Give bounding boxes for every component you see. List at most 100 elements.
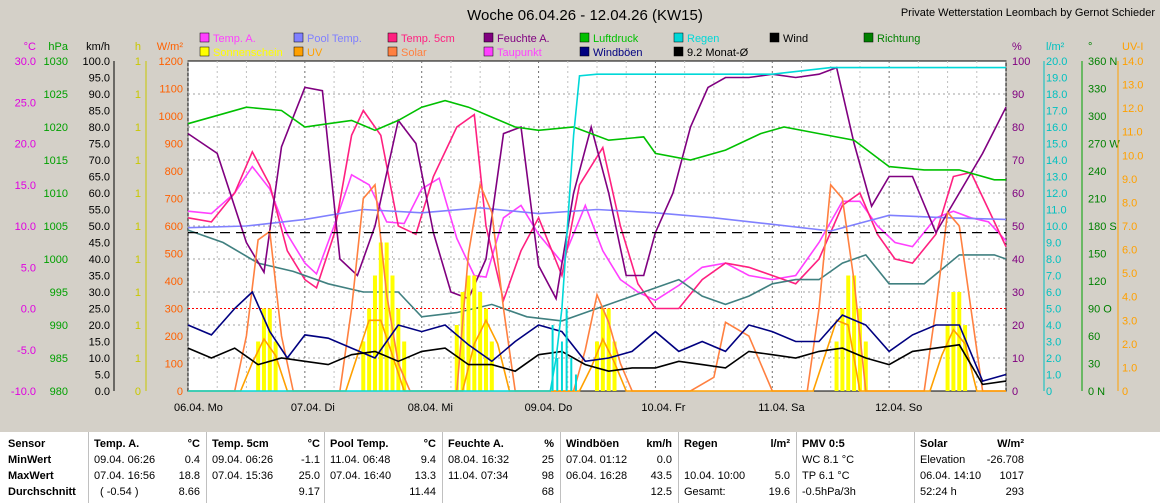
axis-tick-pct: 0	[1012, 386, 1018, 398]
stats-avg-value: 11.44	[409, 486, 436, 498]
stats-block-pmv: PMV 0:5 WC 8.1 °C TP 6.1 °C -0.5hPa/3h	[802, 432, 908, 503]
axis-tick-deg: 360 N	[1088, 56, 1117, 68]
bar-sonnenschein	[402, 341, 407, 391]
legend-swatch	[387, 46, 398, 57]
line-taupunkt	[187, 229, 1007, 322]
axis-tick-lm2: 17.0	[1046, 106, 1067, 118]
bar-sonnenschein	[863, 341, 868, 391]
axis-tick-wm2: 500	[165, 249, 183, 261]
bar-regen	[574, 374, 577, 391]
stats-min-value: -26.708	[986, 454, 1024, 466]
axis-tick-wm2: 400	[165, 276, 183, 288]
x-tick-label: 09.04. Do	[525, 402, 573, 414]
legend-label: Feuchte A.	[497, 33, 550, 45]
bar-sonnenschein	[846, 275, 851, 391]
legend-swatch	[293, 32, 304, 43]
legend-label: 9.2 Monat-Ø	[687, 47, 749, 59]
bar-sonnenschein	[396, 308, 401, 391]
axis-tick-deg: 300	[1088, 111, 1106, 123]
axis-tick-uvi: 2.0	[1122, 339, 1137, 351]
axis-tick-temp: 30.0	[15, 56, 36, 68]
stats-block-pool: Pool Temp. °C 11.04. 06:48 9.4 07.04. 16:40 1…	[330, 432, 436, 503]
legend-label: Regen	[687, 33, 719, 45]
stats-unit: °C	[307, 438, 320, 450]
grid	[187, 61, 1007, 391]
axis-tick-h: 1	[135, 122, 141, 134]
axis-tick-hpa: 985	[50, 353, 68, 365]
bar-sonnenschein	[472, 275, 477, 391]
stats-unit: °C	[187, 438, 200, 450]
legend-swatch	[387, 32, 398, 43]
axis-tick-kmh: 80.0	[89, 122, 110, 134]
stats-separator	[796, 432, 797, 503]
bar-sonnenschein	[840, 308, 845, 391]
axis-tick-uvi: 4.0	[1122, 292, 1137, 304]
bar-sonnenschein	[483, 308, 488, 391]
axis-tick-uvi: 12.0	[1122, 103, 1143, 115]
stats-min-value: 0.4	[184, 454, 200, 466]
axis-tick-lm2: 6.0	[1046, 287, 1061, 299]
axis-tick-h: 1	[135, 89, 141, 101]
stats-title: Regen	[684, 438, 718, 450]
stats-min-value: 9.4	[420, 454, 436, 466]
axis-tick-pct: 20	[1012, 320, 1024, 332]
axis-tick-uvi: 14.0	[1122, 56, 1143, 68]
axis-tick-kmh: 45.0	[89, 238, 110, 250]
axis-tick-wm2: 1100	[159, 84, 183, 96]
legend-swatch	[483, 32, 494, 43]
axes: °C30.025.020.015.010.05.00.0-5.0-10.0hPa…	[11, 41, 1144, 398]
x-tick-label: 10.04. Fr	[641, 402, 685, 414]
stats-max-value: 18.8	[178, 470, 200, 482]
legend-swatch	[863, 32, 874, 43]
axis-tick-wm2: 900	[165, 139, 183, 151]
stats-title: Windböen	[566, 438, 620, 450]
axis-tick-h: 1	[135, 188, 141, 200]
bar-sonnenschein	[460, 292, 465, 391]
axis-unit-kmh: km/h	[86, 41, 110, 53]
stats-avg-value: 68	[541, 486, 554, 498]
stats-max-value: 13.3	[414, 470, 436, 482]
line-pool-temp-	[187, 206, 1007, 232]
axis-tick-temp: 20.0	[15, 139, 36, 151]
legend-label: Sonnenschein	[213, 47, 283, 59]
bar-sonnenschein	[834, 341, 839, 391]
bar-regen	[560, 341, 563, 391]
stats-unit: l/m²	[770, 438, 790, 450]
legend: Temp. A. Pool Temp. Temp. 5cm Feuchte A. Luf…	[199, 32, 920, 59]
stats-avg-value: 12.5	[650, 486, 672, 498]
axis-tick-temp: 25.0	[15, 97, 36, 109]
stats-title: Feuchte A.	[448, 438, 504, 450]
bar-sonnenschein	[273, 341, 278, 391]
axis-tick-kmh: 10.0	[89, 353, 110, 365]
axis-tick-lm2: 10.0	[1046, 221, 1067, 233]
axis-tick-temp: -5.0	[17, 345, 36, 357]
axis-tick-pct: 90	[1012, 89, 1024, 101]
stats-block-boeen: Windböen km/h 07.04. 01:12 0.0 06.04. 16:28 4…	[566, 432, 672, 503]
axis-tick-kmh: 60.0	[89, 188, 110, 200]
axis-tick-deg: 90 O	[1088, 304, 1112, 316]
axis-tick-uvi: 8.0	[1122, 197, 1137, 209]
axis-tick-uvi: 10.0	[1122, 150, 1143, 162]
axis-tick-lm2: 19.0	[1046, 73, 1067, 85]
axis-tick-h: 1	[135, 320, 141, 332]
axis-unit-h: h	[135, 41, 141, 53]
axis-tick-pct: 70	[1012, 155, 1024, 167]
bar-sonnenschein	[951, 292, 956, 391]
axis-tick-wm2: 700	[165, 194, 183, 206]
stats-title: Temp. 5cm	[212, 438, 269, 450]
axis-tick-kmh: 100.0	[82, 56, 110, 68]
line-luftdruck	[187, 99, 1006, 181]
axis-tick-wm2: 1000	[159, 111, 183, 123]
x-tick-label: 07.04. Di	[291, 402, 335, 414]
axis-tick-uvi: 5.0	[1122, 268, 1137, 280]
axis-tick-kmh: 35.0	[89, 271, 110, 283]
stats-min-date: 07.04. 01:12	[566, 454, 628, 466]
stats-separator	[914, 432, 915, 503]
stats-unit: °C	[423, 438, 436, 450]
axis-tick-uvi: 3.0	[1122, 315, 1137, 327]
axis-tick-pct: 10	[1012, 353, 1024, 365]
stats-labels: Sensor MinWert MaxWert Durchschnitt	[8, 432, 88, 503]
axis-tick-uvi: 9.0	[1122, 174, 1137, 186]
axis-tick-hpa: 1015	[44, 155, 68, 167]
